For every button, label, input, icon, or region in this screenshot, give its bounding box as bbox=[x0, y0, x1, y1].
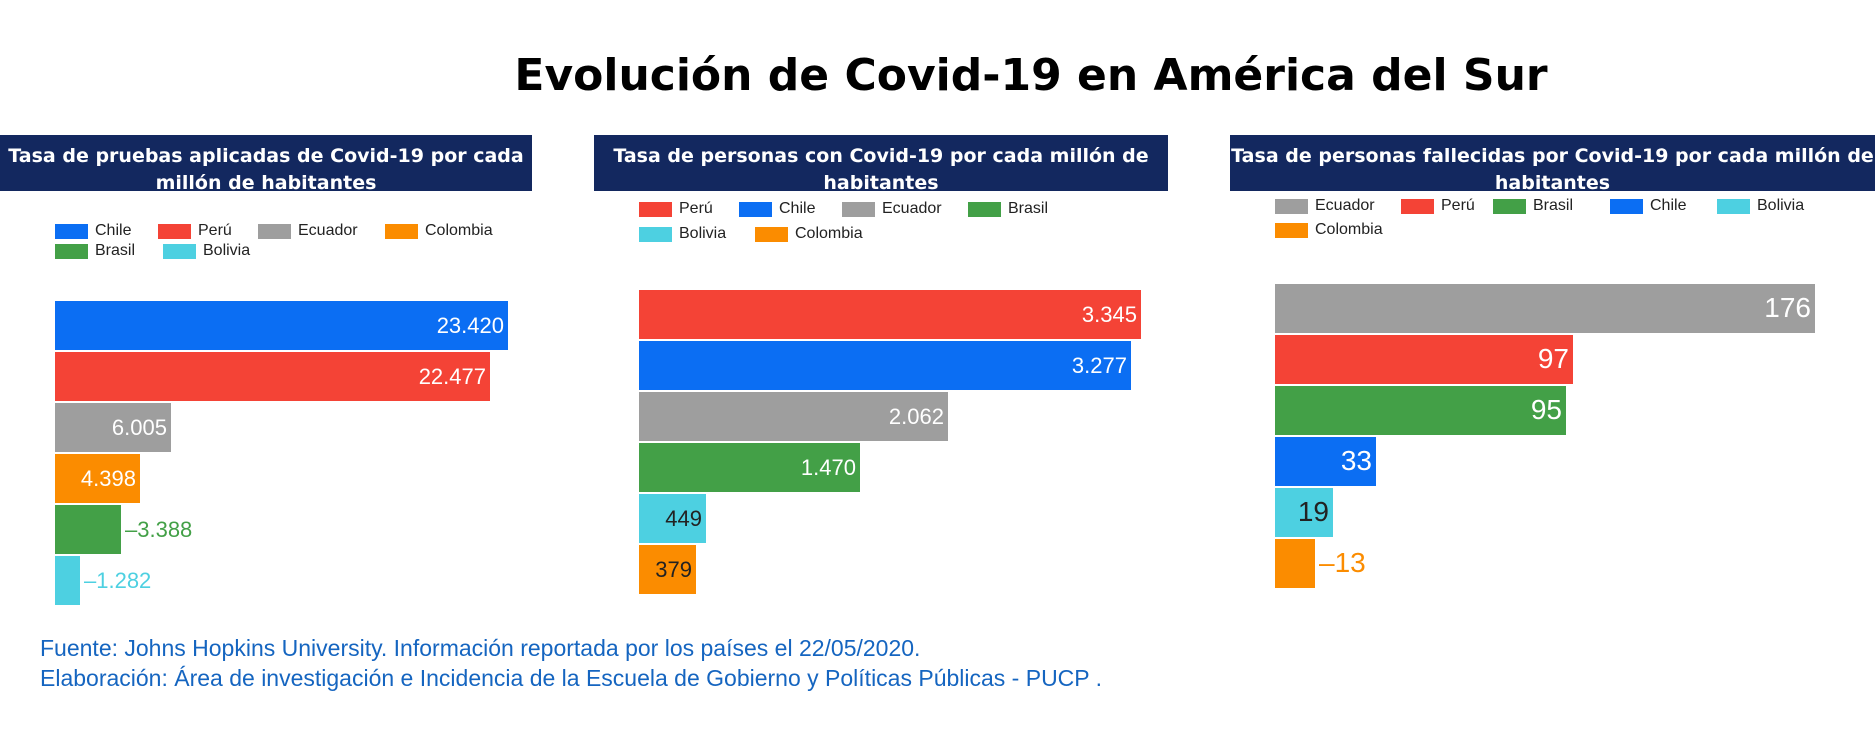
legend-swatch bbox=[55, 223, 88, 239]
bar-colombia bbox=[55, 454, 140, 503]
data-label-chile: 33 bbox=[1340, 445, 1372, 477]
bar-bolivia bbox=[1275, 488, 1333, 537]
data-label-chile: 23.420 bbox=[436, 312, 504, 338]
footer: Fuente: Johns Hopkins University. Inform… bbox=[40, 633, 1102, 693]
data-label-colombia: 4.398 bbox=[80, 465, 136, 491]
legend-label: Colombia bbox=[1315, 221, 1383, 238]
legend-item-perú: Perú bbox=[158, 222, 232, 240]
data-label-colombia: 379 bbox=[655, 556, 692, 582]
legend-item-chile: Chile bbox=[739, 200, 815, 218]
legend-label: Chile bbox=[95, 222, 132, 239]
legend-swatch bbox=[258, 223, 291, 239]
data-label-brasil: 95 bbox=[1530, 394, 1562, 426]
legend-swatch bbox=[1275, 198, 1308, 214]
legend-item-chile: Chile bbox=[55, 222, 131, 240]
data-label-ecuador: 176 bbox=[1764, 292, 1811, 324]
legend-label: Perú bbox=[198, 222, 232, 239]
legend-item-colombia: Colombia bbox=[755, 225, 863, 243]
bar-brasil bbox=[55, 505, 121, 554]
bar-ecuador bbox=[1275, 284, 1815, 333]
legend-swatch bbox=[158, 223, 191, 239]
legend-item-colombia: Colombia bbox=[1275, 221, 1383, 239]
legend-item-bolivia: Bolivia bbox=[1717, 197, 1804, 215]
bar-perú bbox=[55, 352, 490, 401]
data-label-bolivia: 19 bbox=[1297, 496, 1329, 528]
legend-label: Perú bbox=[679, 200, 713, 217]
bar-ecuador bbox=[639, 392, 948, 441]
bar-bolivia bbox=[639, 494, 706, 543]
chart-title-1: Tasa de pruebas aplicadas de Covid-19 po… bbox=[0, 135, 532, 191]
data-label-chile: 3.277 bbox=[1071, 352, 1127, 378]
bar-chile bbox=[1275, 437, 1376, 486]
data-label-ecuador: 2.062 bbox=[888, 403, 944, 429]
legend-swatch bbox=[639, 226, 672, 242]
bar-brasil bbox=[639, 443, 860, 492]
bar-ecuador bbox=[55, 403, 171, 452]
legend-swatch bbox=[1493, 198, 1526, 214]
legend-swatch bbox=[968, 201, 1001, 217]
legend-label: Bolivia bbox=[679, 225, 727, 242]
legend-item-ecuador: Ecuador bbox=[1275, 197, 1375, 215]
bar-colombia bbox=[639, 545, 696, 594]
legend-label: Chile bbox=[779, 200, 816, 217]
legend-swatch bbox=[1401, 198, 1434, 214]
legend-item-brasil: Brasil bbox=[1493, 197, 1573, 215]
legend-label: Brasil bbox=[1008, 200, 1049, 217]
legend-item-colombia: Colombia bbox=[385, 222, 493, 240]
legend-swatch bbox=[163, 243, 196, 259]
legend-label: Ecuador bbox=[1315, 197, 1375, 214]
legend-swatch bbox=[755, 226, 788, 242]
legend-label: Brasil bbox=[95, 242, 136, 259]
data-label-brasil: –3.388 bbox=[125, 516, 193, 542]
legend-item-perú: Perú bbox=[1401, 197, 1475, 215]
legend-label: Chile bbox=[1650, 197, 1687, 214]
legend-item-chile: Chile bbox=[1610, 197, 1686, 215]
legend-item-brasil: Brasil bbox=[968, 200, 1048, 218]
legend-item-ecuador: Ecuador bbox=[842, 200, 942, 218]
legend-swatch bbox=[385, 223, 418, 239]
legend-swatch bbox=[1610, 198, 1643, 214]
bar-chile bbox=[639, 341, 1131, 390]
data-label-bolivia: 449 bbox=[665, 505, 702, 531]
legend-label: Brasil bbox=[1533, 197, 1574, 214]
legend-label: Bolivia bbox=[203, 242, 251, 259]
footer-credit: Elaboración: Área de investigación e Inc… bbox=[40, 665, 1102, 691]
legend-label: Colombia bbox=[795, 225, 863, 242]
main-title: Evolución de Covid-19 en América del Sur bbox=[514, 50, 1548, 101]
legend-item-bolivia: Bolivia bbox=[163, 242, 250, 260]
legend-label: Colombia bbox=[425, 222, 493, 239]
legend-swatch bbox=[842, 201, 875, 217]
legend-label: Ecuador bbox=[882, 200, 942, 217]
legend-item-bolivia: Bolivia bbox=[639, 225, 726, 243]
legend-swatch bbox=[739, 201, 772, 217]
data-label-perú: 22.477 bbox=[418, 363, 486, 389]
legend-swatch bbox=[55, 243, 88, 259]
chart-title-3: Tasa de personas fallecidas por Covid-19… bbox=[1230, 135, 1875, 191]
legend-label: Bolivia bbox=[1757, 197, 1805, 214]
legend-item-ecuador: Ecuador bbox=[258, 222, 358, 240]
bar-chile bbox=[55, 301, 508, 350]
legend-swatch bbox=[639, 201, 672, 217]
legend-label: Ecuador bbox=[298, 222, 358, 239]
bar-perú bbox=[639, 290, 1141, 339]
legend-swatch bbox=[1275, 222, 1308, 238]
data-label-brasil: 1.470 bbox=[800, 454, 856, 480]
data-label-colombia: –13 bbox=[1319, 547, 1366, 579]
chart-title-2: Tasa de personas con Covid-19 por cada m… bbox=[594, 135, 1168, 191]
legend-label: Perú bbox=[1441, 197, 1475, 214]
bar-bolivia bbox=[55, 556, 80, 605]
legend-item-brasil: Brasil bbox=[55, 242, 135, 260]
legend-item-perú: Perú bbox=[639, 200, 713, 218]
data-label-bolivia: –1.282 bbox=[84, 567, 152, 593]
bar-colombia bbox=[1275, 539, 1315, 588]
legend-swatch bbox=[1717, 198, 1750, 214]
data-label-perú: 3.345 bbox=[1081, 301, 1137, 327]
data-label-ecuador: 6.005 bbox=[111, 414, 167, 440]
bar-perú bbox=[1275, 335, 1573, 384]
footer-source: Fuente: Johns Hopkins University. Inform… bbox=[40, 635, 921, 661]
bar-brasil bbox=[1275, 386, 1566, 435]
data-label-perú: 97 bbox=[1537, 343, 1569, 375]
